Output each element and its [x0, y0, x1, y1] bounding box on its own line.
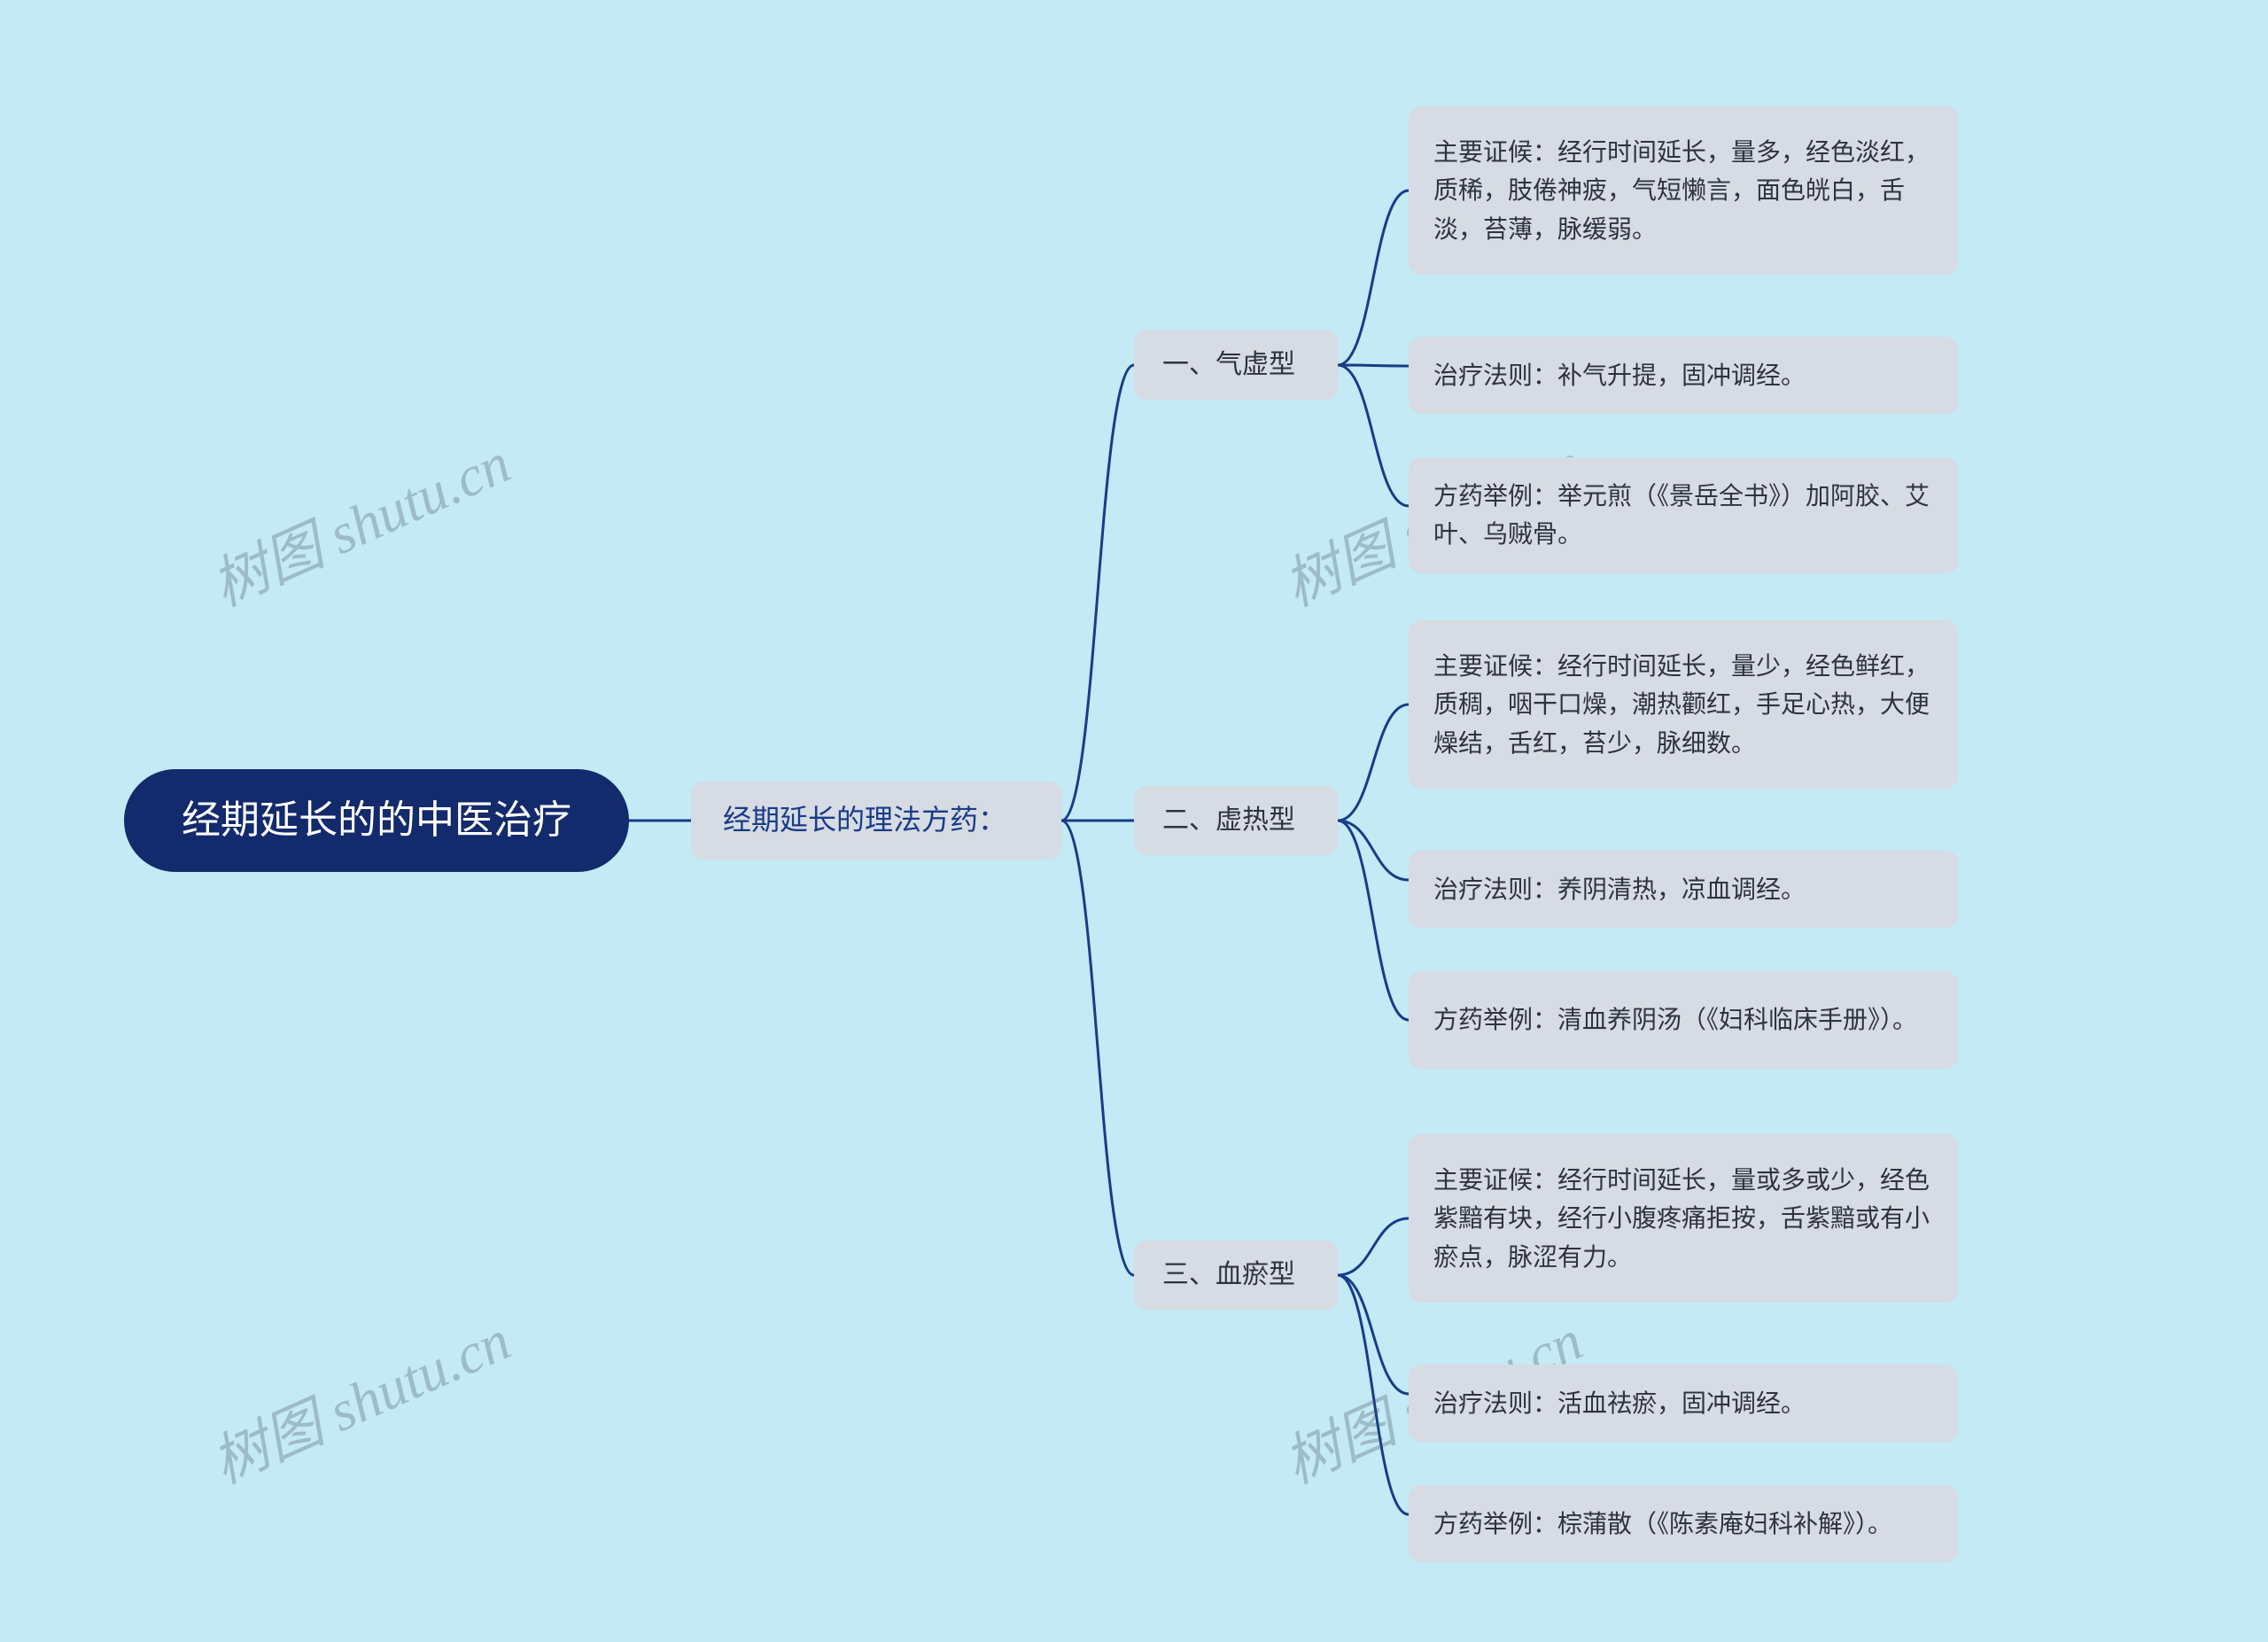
leaf-node-t1-0: 主要证候：经行时间延长，量多，经色淡红，质稀，肢倦神疲，气短懒言，面色㿠白，舌淡… — [1409, 106, 1958, 275]
leaf-node-t2-1-label: 治疗法则：养阴清热，凉血调经。 — [1433, 870, 1806, 908]
leaf-node-t2-1: 治疗法则：养阴清热，凉血调经。 — [1409, 851, 1958, 928]
leaf-node-t3-0-label: 主要证候：经行时间延长，量或多或少，经色紫黯有块，经行小腹疼痛拒按，舌紫黯或有小… — [1433, 1161, 1933, 1276]
leaf-node-t2-2: 方药举例：清血养阴汤（《妇科临床手册》）。 — [1409, 971, 1958, 1069]
connector — [1338, 365, 1409, 506]
leaf-node-t3-1-label: 治疗法则：活血祛瘀，固冲调经。 — [1433, 1384, 1806, 1422]
level2-node-t2: 二、虚热型 — [1134, 786, 1338, 855]
leaf-node-t3-2: 方药举例：棕蒲散（《陈素庵妇科补解》）。 — [1409, 1485, 1958, 1562]
level2-node-t1: 一、气虚型 — [1134, 331, 1338, 400]
leaf-node-t3-0: 主要证候：经行时间延长，量或多或少，经色紫黯有块，经行小腹疼痛拒按，舌紫黯或有小… — [1409, 1134, 1958, 1303]
connector — [1338, 365, 1409, 366]
watermark: 树图 shutu.cn — [198, 418, 521, 622]
level1-node: 经期延长的理法方药： — [691, 782, 1061, 860]
level2-node-t1-label: 一、气虚型 — [1162, 345, 1295, 386]
root-node: 经期延长的的中医治疗 — [124, 769, 629, 872]
connector — [1061, 365, 1134, 821]
leaf-node-t3-1: 治疗法则：活血祛瘀，固冲调经。 — [1409, 1365, 1958, 1442]
level1-node-label: 经期延长的理法方药： — [723, 798, 1006, 843]
connector — [1338, 821, 1409, 880]
leaf-node-t1-1-label: 治疗法则：补气升提，固冲调经。 — [1433, 356, 1806, 394]
watermark: 树图 shutu.cn — [198, 1296, 521, 1499]
connector — [1338, 704, 1409, 821]
leaf-node-t1-0-label: 主要证候：经行时间延长，量多，经色淡红，质稀，肢倦神疲，气短懒言，面色㿠白，舌淡… — [1433, 133, 1933, 248]
level2-node-t3: 三、血瘀型 — [1134, 1241, 1338, 1310]
leaf-node-t2-0: 主要证候：经行时间延长，量少，经色鲜红，质稠，咽干口燥，潮热颧红，手足心热，大便… — [1409, 620, 1958, 789]
connector — [1338, 191, 1409, 365]
connector — [1061, 821, 1134, 1275]
leaf-node-t2-2-label: 方药举例：清血养阴汤（《妇科临床手册》）。 — [1433, 1000, 1917, 1039]
leaf-node-t1-2-label: 方药举例：举元煎（《景岳全书》）加阿胶、艾叶、乌贼骨。 — [1433, 477, 1933, 554]
connector — [1338, 1275, 1409, 1514]
leaf-node-t1-2: 方药举例：举元煎（《景岳全书》）加阿胶、艾叶、乌贼骨。 — [1409, 457, 1958, 573]
level2-node-t2-label: 二、虚热型 — [1162, 800, 1295, 842]
leaf-node-t2-0-label: 主要证候：经行时间延长，量少，经色鲜红，质稠，咽干口燥，潮热颧红，手足心热，大便… — [1433, 647, 1933, 762]
mindmap-canvas: 树图 shutu.cn树图 shutu.cn树图 shutu.cn树图 shut… — [0, 0, 2268, 1642]
root-node-label: 经期延长的的中医治疗 — [182, 790, 571, 851]
leaf-node-t3-2-label: 方药举例：棕蒲散（《陈素庵妇科补解》）。 — [1433, 1505, 1892, 1543]
leaf-node-t1-1: 治疗法则：补气升提，固冲调经。 — [1409, 337, 1958, 414]
level2-node-t3-label: 三、血瘀型 — [1162, 1255, 1295, 1296]
connector — [1338, 1275, 1409, 1394]
connector — [1338, 821, 1409, 1020]
connector — [1338, 1218, 1409, 1275]
